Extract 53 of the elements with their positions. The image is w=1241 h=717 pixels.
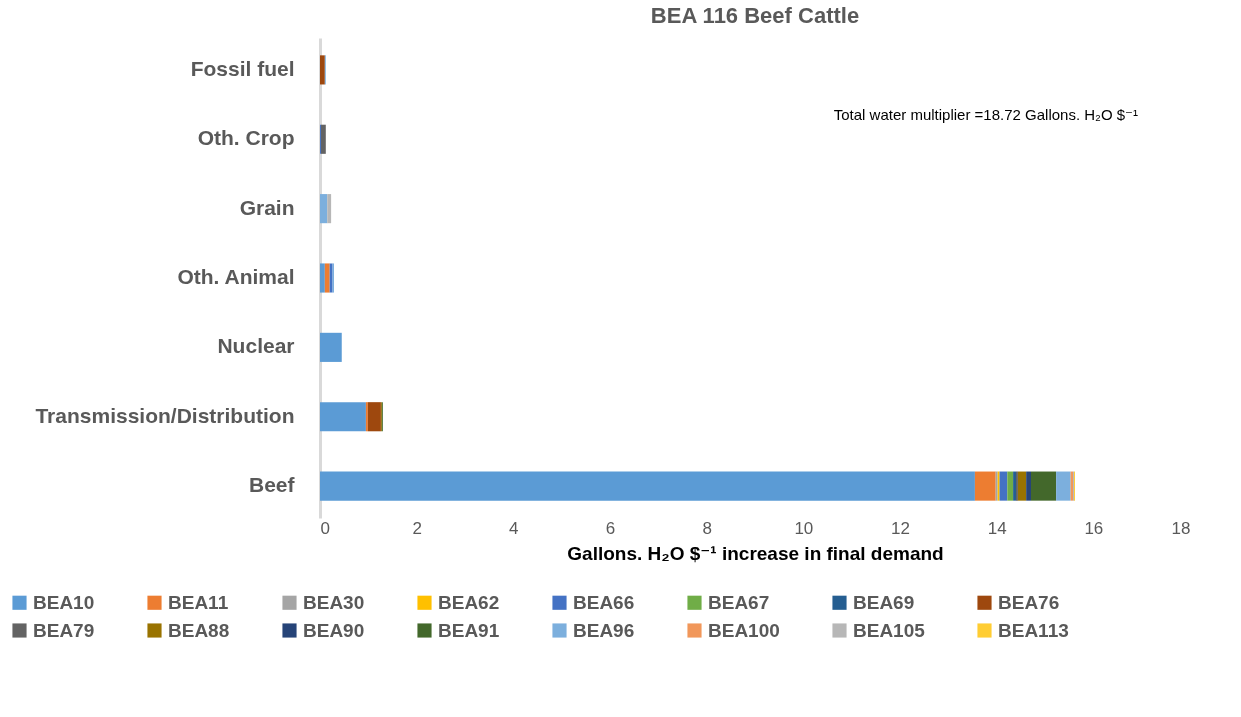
x-axis-title: Gallons. H₂O $⁻¹ increase in final demand xyxy=(567,542,944,564)
bar xyxy=(1007,471,1014,501)
x-tick-label: 16 xyxy=(1084,518,1104,538)
y-tick-label: Grain xyxy=(239,195,295,219)
y-tick-label: Transmission/Distribution xyxy=(35,403,295,427)
bar xyxy=(974,471,996,501)
y-tick-label: Fossil fuel xyxy=(190,56,295,80)
x-tick-label: 2 xyxy=(412,518,422,538)
annotation: Total water multiplier =18.72 Gallons. H₂O $⁻¹ xyxy=(833,106,1138,123)
legend-label: BEA100 xyxy=(708,619,780,641)
x-tick-label: 12 xyxy=(891,518,910,538)
bar xyxy=(320,194,328,224)
bar xyxy=(1030,471,1057,501)
legend-label: BEA69 xyxy=(853,591,915,613)
legend-label: BEA105 xyxy=(853,619,926,641)
bar xyxy=(1017,471,1027,501)
x-tick-label: 0 xyxy=(320,518,330,538)
bar xyxy=(1026,471,1031,501)
bar xyxy=(320,124,326,154)
legend-label: BEA113 xyxy=(998,619,1069,641)
legend-label: BEA66 xyxy=(573,591,635,613)
y-tick-label: Oth. Animal xyxy=(177,265,295,288)
bar xyxy=(320,402,366,432)
legend-label: BEA76 xyxy=(998,591,1060,613)
legend-label: BEA67 xyxy=(708,591,770,613)
y-tick-label: Beef xyxy=(248,473,296,497)
x-tick-label: 8 xyxy=(702,518,712,538)
bar xyxy=(320,55,325,85)
bar xyxy=(999,471,1008,501)
legend-label: BEA91 xyxy=(438,619,500,641)
legend-label: BEA62 xyxy=(438,591,500,613)
bar xyxy=(327,194,332,224)
bar xyxy=(324,263,330,293)
x-tick-label: 10 xyxy=(794,518,814,538)
legend-label: BEA90 xyxy=(303,619,365,641)
bar xyxy=(320,332,342,362)
y-tick-label: Nuclear xyxy=(217,334,295,358)
x-tick-label: 14 xyxy=(987,518,1007,538)
legend-label: BEA96 xyxy=(573,619,635,641)
legend-label: BEA88 xyxy=(168,619,230,641)
x-tick-label: 18 xyxy=(1171,518,1191,538)
x-tick-label: 6 xyxy=(605,518,616,538)
legend-label: BEA79 xyxy=(33,619,95,641)
y-tick-label: Oth. Crop xyxy=(197,126,295,150)
chart-title: BEA 116 Beef Cattle xyxy=(650,3,860,28)
bar xyxy=(367,402,381,432)
bar xyxy=(320,471,975,501)
legend-label: BEA30 xyxy=(303,591,365,613)
bar xyxy=(1056,471,1071,501)
legend-label: BEA10 xyxy=(33,591,95,613)
bar xyxy=(320,263,325,293)
x-tick-label: 4 xyxy=(509,518,519,538)
legend-label: BEA11 xyxy=(168,591,229,613)
